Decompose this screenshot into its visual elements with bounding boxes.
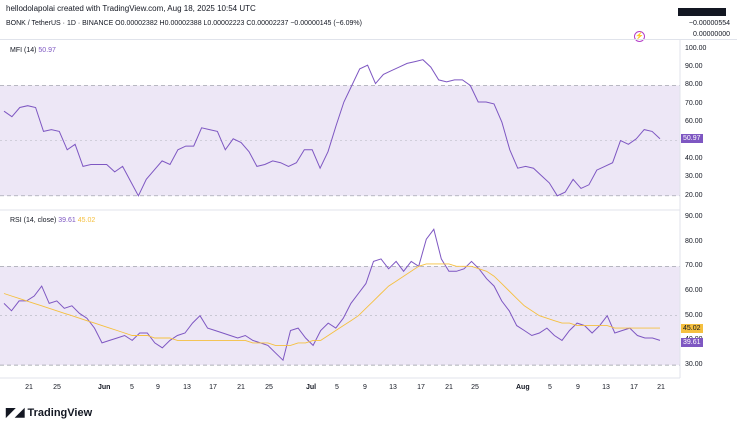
mfi-ytick: 90.00 [685, 63, 703, 71]
xaxis-label: 9 [576, 384, 580, 391]
rsi-ytick: 80.00 [685, 237, 703, 245]
tradingview-logo-text: TradingView [27, 407, 93, 419]
mfi-ytick: 20.00 [685, 191, 703, 199]
rsi-ma-badge: 45.02 [681, 324, 703, 333]
tradingview-logo[interactable]: ◤◢ TradingView [6, 405, 92, 419]
rsi-pane [0, 228, 680, 366]
rsi-series-main-line [3, 228, 661, 362]
rsi-series-ma-line [3, 263, 660, 346]
rsi-ytick: 30.00 [685, 361, 703, 369]
rsi-ytick: 60.00 [685, 287, 703, 295]
indicator-value-1: −0.00000554 [688, 20, 730, 27]
mfi-ytick: 40.00 [685, 155, 703, 163]
xaxis-label: 17 [209, 384, 217, 391]
lightning-icon[interactable]: ⚡ [634, 31, 645, 42]
header-divider [0, 39, 737, 40]
chart-credit: hellodolapolai created with TradingView.… [6, 4, 256, 13]
mfi-ytick: 30.00 [685, 173, 703, 181]
rsi-ytick: 50.00 [685, 311, 703, 319]
mfi-ytick: 100.00 [685, 44, 707, 52]
rsi-value-badge: 39.61 [681, 338, 703, 347]
xaxis-label: 21 [25, 384, 33, 391]
xaxis-label: 21 [237, 384, 245, 391]
xaxis-label: 5 [335, 384, 339, 391]
xaxis-label: 9 [363, 384, 367, 391]
xaxis-label: 25 [53, 384, 61, 391]
xaxis-label: 21 [657, 384, 665, 391]
indicator-value-2: 0.00000000 [693, 31, 730, 38]
xaxis-label: 17 [630, 384, 638, 391]
xaxis-label: 9 [156, 384, 160, 391]
mfi-label: MFI (14) [10, 47, 37, 54]
xaxis-label: Jul [305, 384, 317, 391]
mfi-legend[interactable]: MFI (14) 50.97 [10, 47, 56, 54]
tradingview-logo-icon: ◤◢ [6, 405, 25, 419]
mfi-series-main-line [3, 59, 661, 197]
xaxis-label: 13 [183, 384, 191, 391]
xaxis-label: Jun [98, 384, 111, 391]
xaxis-label: 25 [265, 384, 273, 391]
xaxis-label: 5 [548, 384, 552, 391]
mfi-value-badge: 50.97 [681, 134, 703, 143]
rsi-ytick: 90.00 [685, 212, 703, 220]
mfi-pane [0, 59, 680, 197]
top-right-box [678, 8, 726, 16]
rsi-ma-value: 45.02 [77, 217, 96, 224]
mfi-ytick: 80.00 [685, 81, 703, 89]
xaxis-label: 13 [602, 384, 610, 391]
rsi-label: RSI (14, close) [10, 217, 57, 224]
xaxis-label: 21 [445, 384, 453, 391]
rsi-value: 39.61 [58, 217, 76, 224]
symbol-ohlc-line: BONK / TetherUS · 1D · BINANCE O0.000023… [6, 20, 362, 27]
mfi-ytick: 70.00 [685, 99, 703, 107]
rsi-ytick: 70.00 [685, 262, 703, 270]
rsi-legend[interactable]: RSI (14, close) 39.61 45.02 [10, 217, 95, 224]
xaxis-label: 5 [130, 384, 134, 391]
mfi-ytick: 60.00 [685, 118, 703, 126]
xaxis-label: 13 [389, 384, 397, 391]
xaxis-label: 25 [471, 384, 479, 391]
mfi-value: 50.97 [38, 47, 56, 54]
xaxis-label: Aug [516, 384, 530, 391]
xaxis-label: 17 [417, 384, 425, 391]
